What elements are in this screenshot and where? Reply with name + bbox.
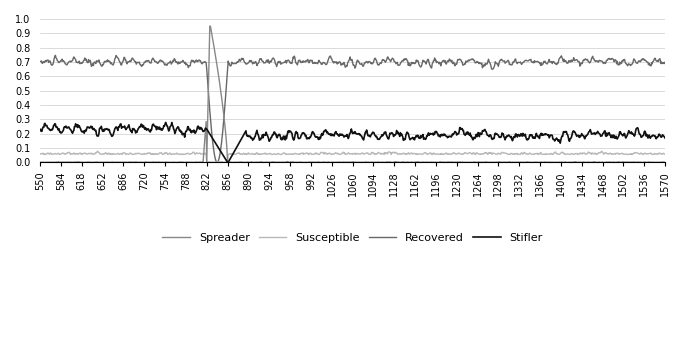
Recovered [356,62,364,66]
Stifler [614,136,622,140]
Spreader [392,160,400,164]
Spreader [614,160,622,164]
Recovered [392,62,400,66]
Susceptible [190,151,199,155]
Stifler [356,133,364,138]
Susceptible [148,152,156,156]
Recovered [614,62,622,66]
Line: Susceptible: Susceptible [40,151,665,162]
Spreader [356,160,364,164]
Stifler [661,136,669,140]
Recovered [661,60,669,64]
Stifler [223,160,232,164]
Susceptible [356,152,364,156]
Recovered [371,57,379,61]
Susceptible [370,152,378,156]
Stifler [371,133,379,137]
Susceptible [598,149,606,153]
Recovered [51,53,60,57]
Spreader [661,160,669,164]
Recovered [149,56,157,60]
Spreader [190,160,199,164]
Spreader [148,160,156,164]
Stifler [162,120,170,125]
Susceptible [36,152,45,156]
Susceptible [661,152,669,156]
Spreader [203,160,211,164]
Stifler [392,131,400,135]
Stifler [148,124,156,128]
Susceptible [391,150,399,154]
Line: Spreader: Spreader [40,26,665,162]
Susceptible [614,151,622,155]
Spreader [206,24,214,28]
Line: Stifler: Stifler [40,122,665,162]
Recovered [36,60,45,64]
Stifler [36,128,45,132]
Line: Recovered: Recovered [40,55,665,162]
Legend: Spreader, Susceptible, Recovered, Stifler: Spreader, Susceptible, Recovered, Stifle… [158,228,547,247]
Spreader [36,160,45,164]
Recovered [213,160,221,164]
Susceptible [222,160,230,164]
Recovered [191,59,199,63]
Spreader [371,160,379,164]
Stifler [191,131,199,135]
